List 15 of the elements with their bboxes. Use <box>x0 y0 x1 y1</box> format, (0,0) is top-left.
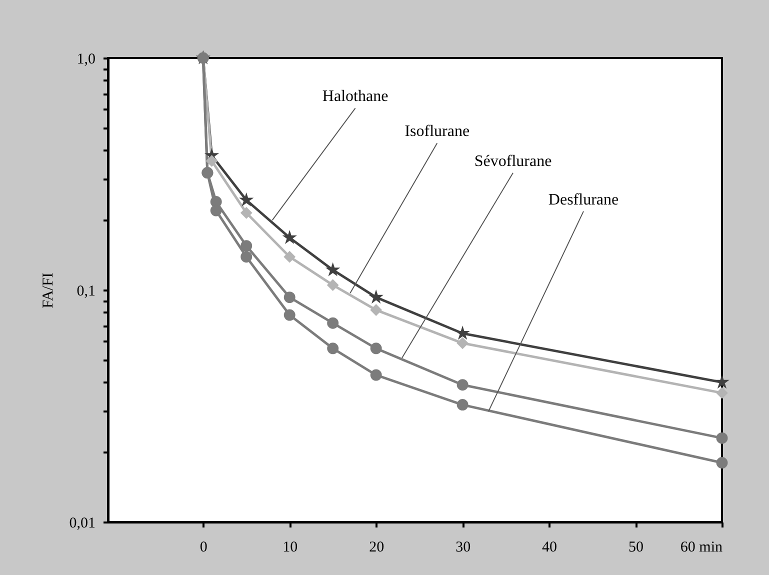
x-tick-label: 10 <box>282 540 298 556</box>
x-tick-label: 40 <box>542 540 558 556</box>
x-tick-label: 30 <box>456 540 471 556</box>
annotation: Isoflurane <box>404 123 470 140</box>
x-tick-label: 0 <box>200 540 208 556</box>
y-tick-label: 0,1 <box>76 284 96 300</box>
annotation: Halothane <box>322 88 388 106</box>
y-tick-label: 1,0 <box>76 52 96 68</box>
y-axis-title: FA/FI <box>40 272 56 308</box>
x-tick-label: 60 min <box>680 540 723 556</box>
annotation: Desflurane <box>548 191 619 208</box>
x-tick-label: 50 <box>628 540 644 556</box>
x-tick-label: 20 <box>369 540 384 556</box>
annotation: Sévoflurane <box>474 152 552 170</box>
y-tick-label: 0,01 <box>69 516 96 532</box>
